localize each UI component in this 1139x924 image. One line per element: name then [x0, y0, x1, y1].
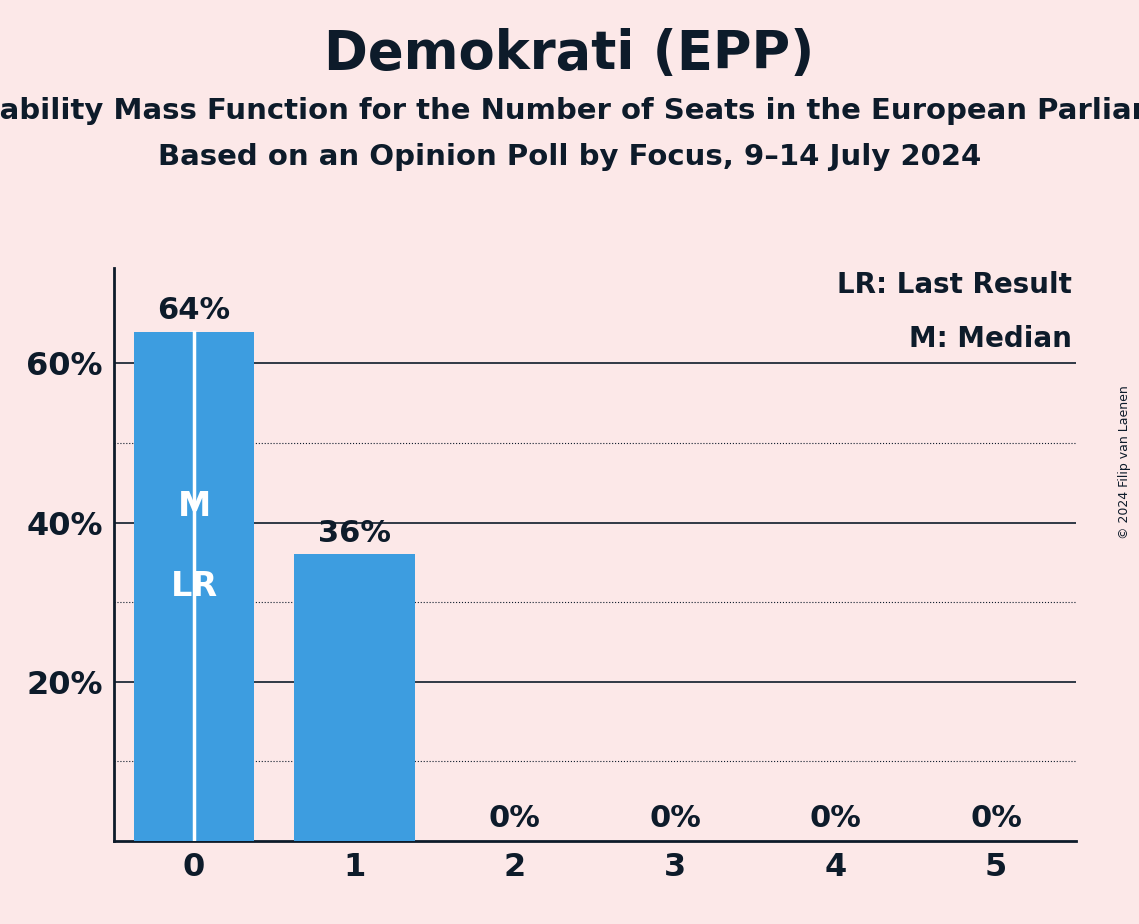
Text: 36%: 36% — [318, 519, 391, 548]
Text: 0%: 0% — [489, 804, 541, 833]
Text: © 2024 Filip van Laenen: © 2024 Filip van Laenen — [1118, 385, 1131, 539]
Text: 64%: 64% — [157, 297, 231, 325]
Text: M: M — [178, 490, 211, 523]
Text: Based on an Opinion Poll by Focus, 9–14 July 2024: Based on an Opinion Poll by Focus, 9–14 … — [158, 143, 981, 171]
Text: 0%: 0% — [970, 804, 1022, 833]
Bar — [294, 554, 415, 841]
Text: Probability Mass Function for the Number of Seats in the European Parliament: Probability Mass Function for the Number… — [0, 97, 1139, 125]
Text: LR: Last Result: LR: Last Result — [837, 271, 1072, 298]
Text: LR: LR — [171, 570, 218, 602]
Text: Demokrati (EPP): Demokrati (EPP) — [325, 28, 814, 79]
Text: 0%: 0% — [810, 804, 862, 833]
Bar — [134, 332, 254, 841]
Text: M: Median: M: Median — [909, 325, 1072, 353]
Text: 0%: 0% — [649, 804, 702, 833]
